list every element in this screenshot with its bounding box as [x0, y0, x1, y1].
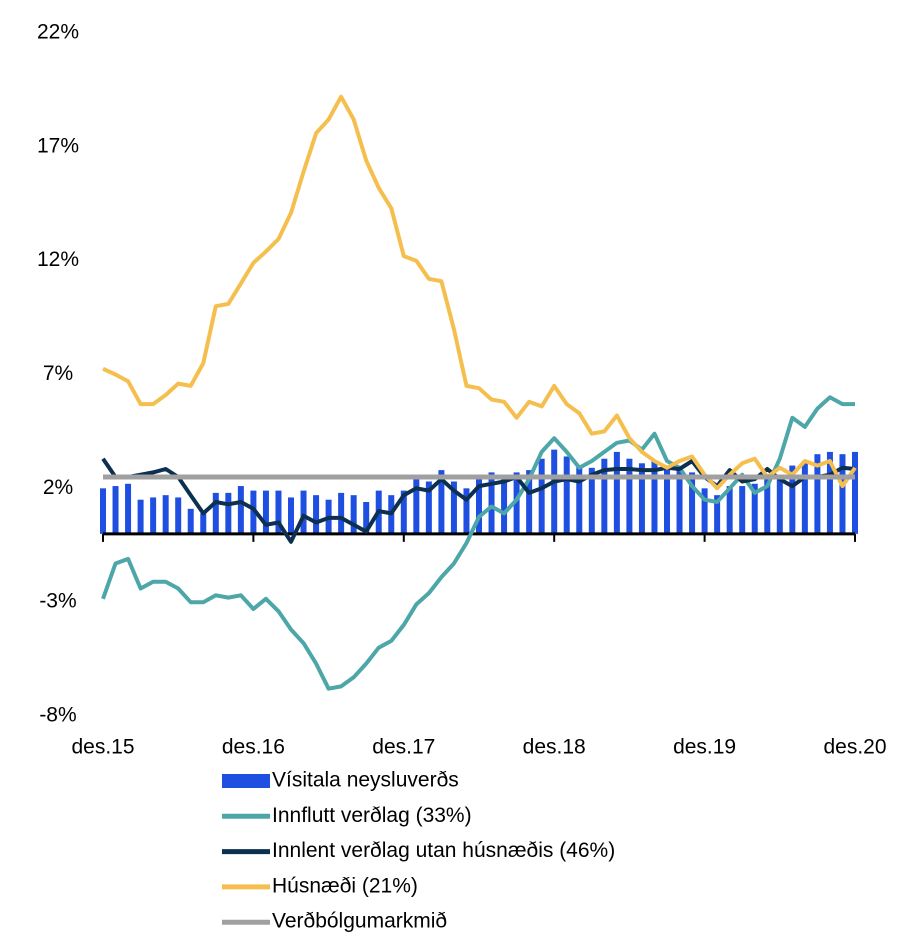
bar	[137, 499, 144, 534]
bar	[526, 470, 533, 534]
y-tick-label: 7%	[43, 362, 73, 385]
bar	[338, 492, 345, 534]
bar	[350, 495, 357, 534]
bar	[601, 458, 608, 534]
bar	[476, 474, 482, 534]
bar	[651, 461, 658, 534]
bar	[852, 451, 858, 534]
bar	[664, 465, 670, 534]
bar	[187, 508, 194, 534]
bar	[563, 456, 570, 534]
bar	[826, 451, 833, 534]
legend-label: Innflutt verðlag (33%)	[272, 804, 472, 827]
bar	[626, 458, 633, 534]
bar	[739, 486, 746, 534]
bar	[588, 467, 595, 534]
bar	[438, 470, 445, 534]
bar	[250, 490, 257, 534]
bar	[513, 472, 520, 534]
x-tick-label: des.20	[823, 736, 886, 759]
bar	[789, 465, 796, 534]
bar	[237, 486, 244, 534]
bar	[551, 449, 558, 534]
y-tick-label: 22%	[37, 21, 79, 44]
bar	[200, 513, 207, 534]
bar	[450, 481, 457, 534]
bar	[764, 474, 771, 534]
bar	[714, 495, 721, 534]
bar	[400, 490, 407, 534]
legend-swatch	[222, 774, 270, 788]
bar	[801, 461, 808, 534]
bar	[463, 488, 470, 534]
y-tick-label: -3%	[39, 590, 76, 613]
bar	[300, 490, 307, 534]
x-tick-label: des.16	[222, 736, 285, 759]
y-tick-label: 2%	[43, 476, 73, 499]
bar	[501, 474, 508, 534]
bar	[175, 497, 182, 534]
bar	[313, 495, 320, 534]
line-series	[101, 457, 856, 544]
bar	[225, 492, 232, 534]
bar	[701, 488, 708, 534]
bar	[425, 481, 432, 534]
bar	[275, 490, 282, 534]
bar	[125, 483, 132, 534]
x-tick-label: des.17	[372, 736, 435, 759]
bar	[638, 463, 645, 534]
bar	[814, 454, 821, 534]
line-series	[101, 395, 855, 691]
bar	[162, 495, 169, 534]
bar	[613, 451, 620, 534]
y-tick-label: -8%	[39, 704, 76, 727]
bar	[751, 483, 758, 534]
y-tick-label: 12%	[37, 248, 79, 271]
bar	[538, 458, 545, 534]
bar	[112, 486, 119, 534]
bar	[576, 465, 583, 534]
legend-label: Húsnæði (21%)	[272, 874, 418, 897]
bar	[413, 479, 420, 534]
bar	[212, 492, 219, 534]
bar	[839, 454, 846, 534]
x-tick-label: des.18	[523, 736, 586, 759]
bar	[776, 474, 783, 534]
bar	[363, 501, 370, 534]
bar	[100, 488, 106, 534]
legend-label: Innlent verðlag utan húsnæðis (46%)	[272, 839, 615, 862]
x-tick-label: des.15	[71, 736, 134, 759]
x-tick-label: des.19	[673, 736, 736, 759]
bar	[689, 472, 696, 534]
bar	[488, 472, 495, 534]
bar	[150, 497, 157, 534]
bar	[676, 470, 683, 534]
legend-label: Vísitala neysluverðs	[272, 769, 459, 792]
bar	[262, 490, 269, 534]
bar	[288, 497, 294, 534]
legend-label: Verðbólgumarkmið	[272, 910, 447, 933]
bar	[726, 486, 733, 534]
line-series	[102, 94, 857, 491]
y-tick-label: 17%	[37, 134, 79, 157]
